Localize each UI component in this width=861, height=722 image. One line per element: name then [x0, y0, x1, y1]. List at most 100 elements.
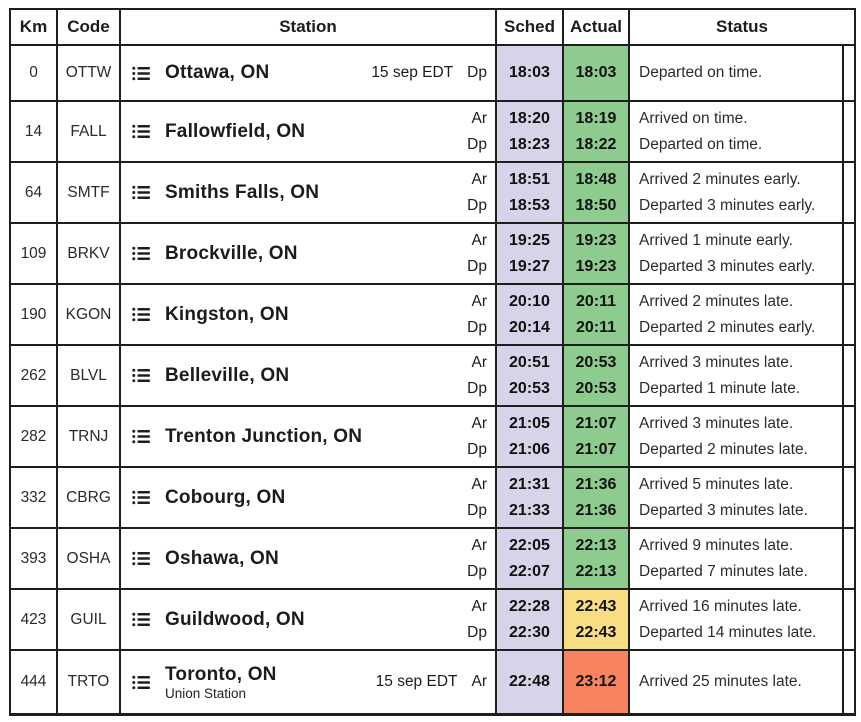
dp-label: Dp: [467, 501, 487, 519]
table-row-oshawa: 393 OSHA Oshawa, ON Ar Dp 22:05 22:07 22:…: [9, 527, 856, 590]
station-cell: Guildwood, ON Ar Dp: [119, 588, 497, 651]
station-name: Guildwood, ON: [165, 608, 305, 630]
station-cell: Oshawa, ON Ar Dp: [119, 527, 497, 590]
table-row-guildwood: 423 GUIL Guildwood, ON Ar Dp 22:28 22:30 …: [9, 588, 856, 651]
station-name: Kingston, ON: [165, 303, 289, 325]
list-icon[interactable]: [131, 63, 152, 84]
header-status: Status: [628, 8, 856, 46]
row-end-cell: [842, 527, 856, 590]
station-cell: Trenton Junction, ON Ar Dp: [119, 405, 497, 468]
list-icon[interactable]: [131, 548, 152, 569]
km-cell: 190: [9, 283, 58, 346]
status-cell: Departed on time.: [628, 44, 844, 102]
sched-cell: 20:10 20:14: [495, 283, 564, 346]
table-row-kingston: 190 KGON Kingston, ON Ar Dp 20:10 20:14 2…: [9, 283, 856, 346]
station-cell: Cobourg, ON Ar Dp: [119, 466, 497, 529]
sched-cell: 18:03: [495, 44, 564, 102]
header-station: Station: [119, 8, 497, 46]
table-row-brockville: 109 BRKV Brockville, ON Ar Dp 19:25 19:27…: [9, 222, 856, 285]
code-cell: CBRG: [56, 466, 121, 529]
code-cell: TRNJ: [56, 405, 121, 468]
ar-label: Ar: [471, 353, 488, 371]
header-actual: Actual: [562, 8, 630, 46]
station-cell: Smiths Falls, ON Ar Dp: [119, 161, 497, 224]
row-end-cell: [842, 44, 856, 102]
station-name: Brockville, ON: [165, 242, 298, 264]
actual-cell: 21:36 21:36: [562, 466, 630, 529]
arrival-departure-labels: Ar Dp: [467, 533, 487, 585]
km-cell: 109: [9, 222, 58, 285]
table-row-toronto: 444 TRTO Toronto, ON Union Station 15 se…: [9, 649, 856, 716]
ar-label: Ar: [471, 231, 488, 249]
station-name: Oshawa, ON: [165, 547, 279, 569]
table-row-ottawa: 0 OTTW Ottawa, ON 15 sep EDT Dp 18:03 18…: [9, 44, 856, 102]
list-icon[interactable]: [131, 304, 152, 325]
dp-label: Dp: [467, 379, 487, 397]
header-code: Code: [56, 8, 121, 46]
arrival-departure-labels: Ar Dp: [467, 289, 487, 341]
actual-cell: 22:13 22:13: [562, 527, 630, 590]
actual-cell: 19:23 19:23: [562, 222, 630, 285]
list-icon[interactable]: [131, 182, 152, 203]
sched-cell: 18:20 18:23: [495, 100, 564, 163]
ar-label: Ar: [471, 536, 488, 554]
sched-cell: 19:25 19:27: [495, 222, 564, 285]
row-end-cell: [842, 100, 856, 163]
sched-cell: 21:05 21:06: [495, 405, 564, 468]
row-end-cell: [842, 588, 856, 651]
actual-cell: 23:12: [562, 649, 630, 716]
code-cell: BRKV: [56, 222, 121, 285]
km-cell: 0: [9, 44, 58, 102]
dp-label: Dp: [467, 196, 487, 214]
actual-cell: 18:03: [562, 44, 630, 102]
arrival-departure-labels: Ar Dp: [467, 411, 487, 463]
station-cell: Brockville, ON Ar Dp: [119, 222, 497, 285]
row-end-cell: [842, 466, 856, 529]
dp-label: Dp: [467, 440, 487, 458]
ar-label: Ar: [471, 414, 488, 432]
status-cell: Arrived 16 minutes late. Departed 14 minu…: [628, 588, 844, 651]
status-cell: Arrived 3 minutes late. Departed 1 minute…: [628, 344, 844, 407]
sched-cell: 18:51 18:53: [495, 161, 564, 224]
station-name: Fallowfield, ON: [165, 120, 306, 142]
station-name: Cobourg, ON: [165, 486, 286, 508]
code-cell: FALL: [56, 100, 121, 163]
date-label: 15 sep EDT: [371, 64, 454, 81]
ar-label: Ar: [471, 475, 488, 493]
table-row-fallowfield: 14 FALL Fallowfield, ON Ar Dp 18:20 18:23…: [9, 100, 856, 163]
km-cell: 332: [9, 466, 58, 529]
station-cell: Kingston, ON Ar Dp: [119, 283, 497, 346]
ar-label: Ar: [471, 292, 488, 310]
header-sched: Sched: [495, 8, 564, 46]
list-icon[interactable]: [131, 243, 152, 264]
row-end-cell: [842, 283, 856, 346]
ar-label: Ar: [471, 597, 488, 615]
list-icon[interactable]: [131, 672, 152, 693]
ar-label: Ar: [471, 170, 488, 188]
code-cell: OTTW: [56, 44, 121, 102]
table-row-smiths-falls: 64 SMTF Smiths Falls, ON Ar Dp 18:51 18:5…: [9, 161, 856, 224]
km-cell: 262: [9, 344, 58, 407]
station-name: Ottawa, ON: [165, 62, 270, 83]
code-cell: OSHA: [56, 527, 121, 590]
status-cell: Arrived 5 minutes late. Departed 3 minute…: [628, 466, 844, 529]
actual-cell: 22:43 22:43: [562, 588, 630, 651]
km-cell: 64: [9, 161, 58, 224]
row-end-cell: [842, 222, 856, 285]
status-cell: Arrived 3 minutes late. Departed 2 minute…: [628, 405, 844, 468]
station-cell: Toronto, ON Union Station 15 sep EDT Ar: [119, 649, 497, 716]
list-icon[interactable]: [131, 365, 152, 386]
list-icon[interactable]: [131, 426, 152, 447]
ar-label: Ar: [471, 109, 488, 127]
status-cell: Arrived on time. Departed on time.: [628, 100, 844, 163]
list-icon[interactable]: [131, 121, 152, 142]
arrival-departure-labels: Ar Dp: [467, 167, 487, 219]
km-cell: 423: [9, 588, 58, 651]
station-cell: Ottawa, ON 15 sep EDT Dp: [119, 44, 497, 102]
list-icon[interactable]: [131, 609, 152, 630]
table-row-trenton-junction: 282 TRNJ Trenton Junction, ON Ar Dp 21:0…: [9, 405, 856, 468]
list-icon[interactable]: [131, 487, 152, 508]
header-row: Km Code Station Sched Actual Status: [9, 8, 856, 46]
sched-cell: 22:48: [495, 649, 564, 716]
code-cell: KGON: [56, 283, 121, 346]
